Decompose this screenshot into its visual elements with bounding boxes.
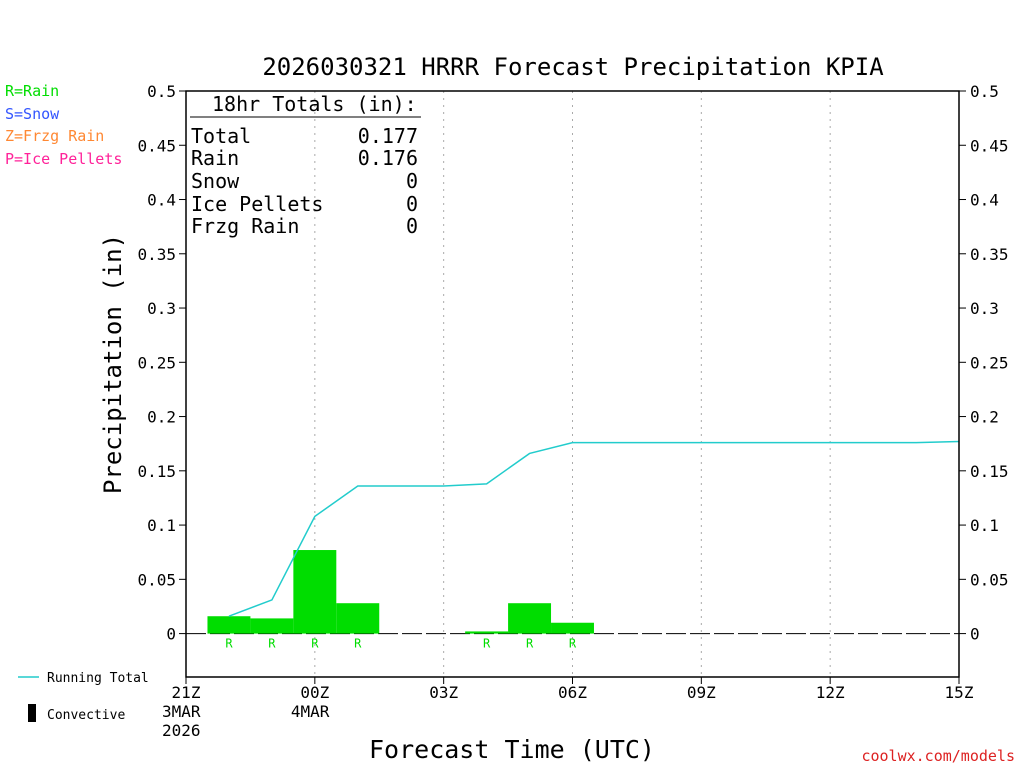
x-tick-label: 21Z — [172, 683, 201, 702]
totals-total-value: 0.177 — [358, 124, 418, 148]
totals-total-label: Total — [191, 124, 251, 148]
vertical-grid — [314, 91, 831, 677]
totals-frzg-rain-label: Frzg Rain — [191, 214, 299, 238]
legend-frzg-rain: Z=Frzg Rain — [5, 127, 104, 145]
totals-frzg-rain-value: 0 — [406, 214, 418, 238]
y-tick-label: 0.4 — [970, 191, 999, 210]
precip-type-legend: R=Rain S=Snow Z=Frzg Rain P=Ice Pellets — [5, 82, 122, 168]
precip-bar — [336, 603, 380, 634]
y-tick-label: 0.45 — [970, 136, 1009, 155]
convective-swatch — [28, 704, 36, 722]
precip-bar — [508, 603, 552, 634]
totals-snow-value: 0 — [406, 169, 418, 193]
y-tick-label: 0 — [166, 625, 176, 644]
totals-snow-label: Snow — [191, 169, 240, 193]
running-total-line — [228, 440, 960, 617]
precip-bars — [207, 550, 594, 634]
x-tick-label: 4MAR — [291, 702, 330, 721]
y-tick-label: 0.05 — [137, 570, 176, 589]
x-axis-title: Forecast Time (UTC) — [369, 735, 655, 764]
totals-box: 18hr Totals (in): Total 0.177 Rain 0.176… — [190, 92, 421, 238]
x-tick-label: 09Z — [687, 683, 716, 702]
precip-bar — [293, 550, 337, 634]
precip-bar — [465, 631, 509, 634]
legend-rain: R=Rain — [5, 82, 59, 100]
precip-type-marker: R — [569, 637, 577, 651]
convective-legend-label: Convective — [47, 708, 125, 723]
y-tick-label: 0.45 — [137, 136, 176, 155]
y-tick-label: 0.5 — [970, 82, 999, 101]
x-tick-label: 12Z — [816, 683, 845, 702]
y-tick-label: 0.1 — [147, 516, 176, 535]
x-tick-label: 2026 — [162, 721, 201, 740]
precip-bar — [207, 616, 251, 634]
y-tick-label: 0.35 — [970, 245, 1009, 264]
x-tick-label: 06Z — [558, 683, 587, 702]
totals-rain-label: Rain — [191, 146, 239, 170]
totals-header: 18hr Totals (in): — [212, 92, 417, 116]
y-tick-label: 0.3 — [970, 299, 999, 318]
y-tick-label: 0.1 — [970, 516, 999, 535]
precip-bar — [551, 622, 594, 634]
precip-type-marker: R — [268, 637, 276, 651]
totals-ice-pellets-label: Ice Pellets — [191, 192, 323, 216]
y-tick-label: 0.2 — [147, 408, 176, 427]
y-tick-label: 0.4 — [147, 191, 176, 210]
legend-snow: S=Snow — [5, 105, 60, 123]
precip-type-marker: R — [526, 637, 534, 651]
y-tick-label: 0.25 — [970, 353, 1009, 372]
y-tick-label: 0.25 — [137, 353, 176, 372]
y-axis-ticks: 0 00.05 0.050.1 0.10.15 0.150.2 0.20.25 0.250.… — [137, 82, 1008, 644]
y-tick-label: 0.2 — [970, 408, 999, 427]
credit-text: coolwx.com/models — [861, 747, 1015, 765]
y-tick-label: 0.3 — [147, 299, 176, 318]
x-tick-label: 3MAR — [162, 702, 201, 721]
y-tick-label: 0 — [970, 625, 980, 644]
totals-ice-pellets-value: 0 — [406, 192, 418, 216]
x-tick-label: 03Z — [429, 683, 458, 702]
y-tick-label: 0.5 — [147, 82, 176, 101]
y-tick-label: 0.35 — [137, 245, 176, 264]
precip-type-marker: R — [225, 637, 233, 651]
x-tick-label: 15Z — [945, 683, 974, 702]
x-tick-label: 00Z — [300, 683, 329, 702]
legend-ice-pellets: P=Ice Pellets — [5, 150, 122, 168]
precip-type-marker: R — [354, 637, 362, 651]
precip-bar — [250, 618, 294, 634]
precip-type-marker: R — [483, 637, 491, 651]
y-tick-label: 0.15 — [137, 462, 176, 481]
series-legend: Running Total Convective — [18, 671, 149, 723]
y-tick-label: 0.05 — [970, 570, 1009, 589]
chart-title: 2026030321 HRRR Forecast Precipitation K… — [262, 53, 884, 81]
precip-type-marker: R — [311, 637, 319, 651]
y-tick-label: 0.15 — [970, 462, 1009, 481]
y-axis-title: Precipitation (in) — [99, 234, 127, 494]
running-total-legend-label: Running Total — [47, 671, 149, 686]
totals-rain-value: 0.176 — [358, 146, 418, 170]
